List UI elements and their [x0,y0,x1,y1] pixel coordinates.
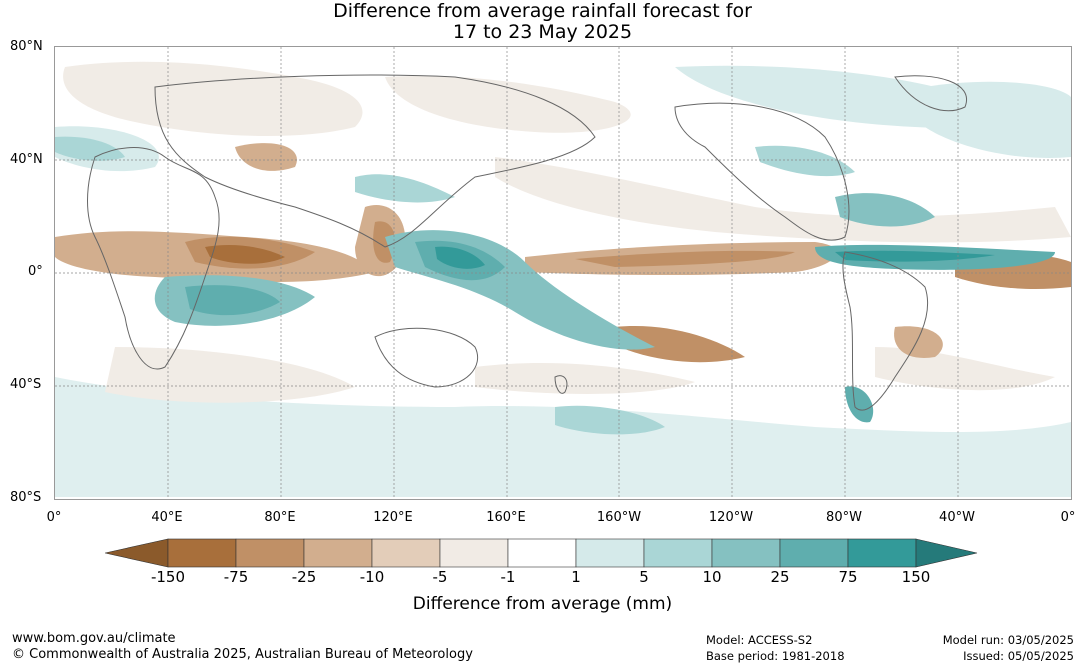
colorbar-label: -150 [150,568,186,586]
colorbar-label: 150 [901,568,931,586]
colorbar-bin-11 [847,538,917,568]
map-title-line1: Difference from average rainfall forecas… [333,0,752,22]
colorbar-bin-2 [235,538,305,568]
rainfall-anomaly-map [54,46,1072,500]
footer-url[interactable]: www.bom.gov.au/climate [12,631,176,646]
lon-label-160e: 160°E [486,510,526,525]
lat-label-40s: 40°S [10,377,42,392]
lon-label-40e: 40°E [151,510,183,525]
colorbar-bin-1 [167,538,237,568]
lat-label-40n: 40°N [10,152,43,167]
colorbar-label: 5 [639,568,649,586]
colorbar-label: 25 [770,568,790,586]
lon-label-0-east: 0° [1060,510,1076,525]
lon-label-40w: 40°W [939,510,975,525]
colorbar-bin-3 [303,538,373,568]
lon-label-160w: 160°W [596,510,642,525]
colorbar-bin-10 [779,538,849,568]
colorbar-title: Difference from average (mm) [412,594,673,614]
colorbar-low-arrow [104,538,169,568]
lon-label-120e: 120°E [373,510,413,525]
footer-copyright: © Commonwealth of Australia 2025, Austra… [12,647,473,662]
footer-model: Model: ACCESS-S2 [706,633,813,647]
colorbar-label: -75 [223,568,249,586]
colorbar-high-arrow [915,538,978,568]
colorbar-label: -5 [432,568,448,586]
footer-model-run: Model run: 03/05/2025 [942,633,1074,647]
lat-label-80s: 80°S [10,490,42,505]
footer-issued: Issued: 05/05/2025 [963,649,1074,663]
lon-label-80e: 80°E [264,510,296,525]
colorbar-bin-7 [575,538,645,568]
colorbar-bin-5 [439,538,509,568]
colorbar-label: 10 [702,568,722,586]
colorbar-label: 75 [838,568,858,586]
colorbar-bin-6 [507,538,577,568]
lat-label-equator: 0° [28,264,43,279]
colorbar [104,538,980,574]
lon-label-120w: 120°W [708,510,754,525]
colorbar-label: -10 [359,568,385,586]
lon-label-0: 0° [46,510,62,525]
map-title-line2: 17 to 23 May 2025 [452,21,633,43]
colorbar-bin-4 [371,538,441,568]
colorbar-bin-8 [643,538,713,568]
colorbar-label: -25 [291,568,317,586]
colorbar-bin-9 [711,538,781,568]
colorbar-label: 1 [571,568,581,586]
lon-label-80w: 80°W [826,510,862,525]
footer-base-period: Base period: 1981-2018 [706,649,845,663]
colorbar-label: -1 [500,568,516,586]
lat-label-80n: 80°N [10,39,43,54]
